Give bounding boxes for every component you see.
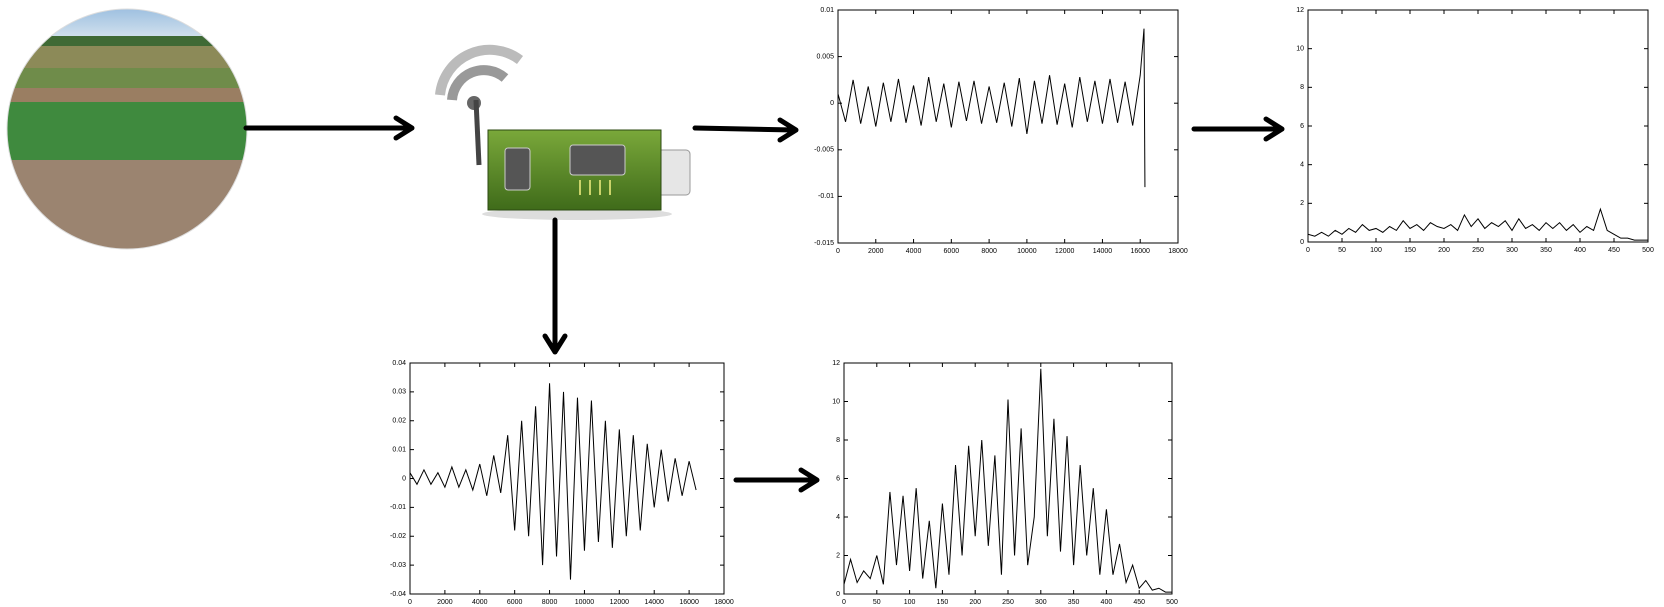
y-tick-label: 6 <box>1300 123 1304 130</box>
x-tick-label: 300 <box>1035 599 1047 606</box>
x-tick-label: 450 <box>1608 247 1620 254</box>
y-tick-label: 0.03 <box>392 389 406 396</box>
y-tick-label: 12 <box>832 360 840 367</box>
x-tick-label: 4000 <box>472 599 488 606</box>
x-tick-label: 350 <box>1068 599 1080 606</box>
y-tick-label: -0.04 <box>390 591 406 598</box>
x-tick-label: 12000 <box>610 599 630 606</box>
x-tick-label: 100 <box>1370 247 1382 254</box>
x-tick-label: 6000 <box>944 248 960 255</box>
x-tick-label: 50 <box>1338 247 1346 254</box>
signal-line <box>409 383 697 580</box>
x-tick-label: 100 <box>904 599 916 606</box>
plot-frame <box>837 9 1179 244</box>
y-tick-label: 0 <box>830 100 834 107</box>
y-tick-label: 0.005 <box>816 53 834 60</box>
y-tick-label: 0.01 <box>392 446 406 453</box>
y-tick-label: 8 <box>1300 84 1304 91</box>
x-tick-label: 0 <box>842 599 846 606</box>
signal-line <box>837 28 1146 188</box>
x-tick-label: 0 <box>836 248 840 255</box>
x-tick-label: 400 <box>1101 599 1113 606</box>
x-tick-label: 8000 <box>542 599 558 606</box>
x-tick-label: 450 <box>1133 599 1145 606</box>
field-photo <box>7 9 247 249</box>
y-tick-label: 0 <box>1300 239 1304 246</box>
y-tick-label: 10 <box>832 398 840 405</box>
y-tick-label: -0.005 <box>814 147 834 154</box>
flow-arrows <box>243 115 1285 493</box>
x-tick-label: 150 <box>937 599 949 606</box>
x-tick-label: 8000 <box>981 248 997 255</box>
x-tick-label: 200 <box>1438 247 1450 254</box>
x-tick-label: 300 <box>1506 247 1518 254</box>
x-tick-label: 16000 <box>679 599 699 606</box>
y-tick-label: 0 <box>836 591 840 598</box>
x-tick-label: 16000 <box>1130 248 1150 255</box>
y-tick-label: 0.04 <box>392 360 406 367</box>
x-tick-label: 18000 <box>1168 248 1188 255</box>
y-tick-label: 12 <box>1296 7 1304 14</box>
y-tick-label: 4 <box>1300 162 1304 169</box>
x-tick-label: 14000 <box>644 599 664 606</box>
x-tick-label: 10000 <box>575 599 595 606</box>
x-tick-label: 2000 <box>868 248 884 255</box>
y-tick-label: 0.01 <box>820 7 834 14</box>
plot-frame <box>843 362 1173 595</box>
x-tick-label: 2000 <box>437 599 453 606</box>
x-tick-label: 350 <box>1540 247 1552 254</box>
x-tick-label: 10000 <box>1017 248 1037 255</box>
x-tick-label: 6000 <box>507 599 523 606</box>
y-tick-label: 0.02 <box>392 418 406 425</box>
y-tick-label: 4 <box>836 514 840 521</box>
y-tick-label: 8 <box>836 437 840 444</box>
plot-frame <box>1307 9 1649 243</box>
x-tick-label: 500 <box>1642 247 1654 254</box>
x-tick-label: 250 <box>1472 247 1484 254</box>
y-tick-label: 0 <box>402 475 406 482</box>
y-tick-label: 2 <box>836 552 840 559</box>
x-tick-label: 0 <box>408 599 412 606</box>
x-tick-label: 500 <box>1166 599 1178 606</box>
y-tick-label: -0.02 <box>390 533 406 540</box>
x-tick-label: 400 <box>1574 247 1586 254</box>
x-tick-label: 50 <box>873 599 881 606</box>
x-tick-label: 12000 <box>1055 248 1075 255</box>
y-tick-label: -0.01 <box>390 504 406 511</box>
x-tick-label: 18000 <box>714 599 734 606</box>
usb-sensor <box>435 44 691 220</box>
x-tick-label: 250 <box>1002 599 1014 606</box>
x-tick-label: 150 <box>1404 247 1416 254</box>
x-tick-label: 14000 <box>1093 248 1113 255</box>
y-tick-label: 2 <box>1300 200 1304 207</box>
y-tick-label: -0.03 <box>390 562 406 569</box>
y-tick-label: -0.015 <box>814 240 834 247</box>
y-tick-label: 6 <box>836 475 840 482</box>
y-tick-label: -0.01 <box>818 193 834 200</box>
signal-line <box>1307 207 1648 241</box>
signal-line <box>843 368 1172 593</box>
x-tick-label: 0 <box>1306 247 1310 254</box>
x-tick-label: 4000 <box>906 248 922 255</box>
x-tick-label: 200 <box>969 599 981 606</box>
y-tick-label: 10 <box>1296 46 1304 53</box>
